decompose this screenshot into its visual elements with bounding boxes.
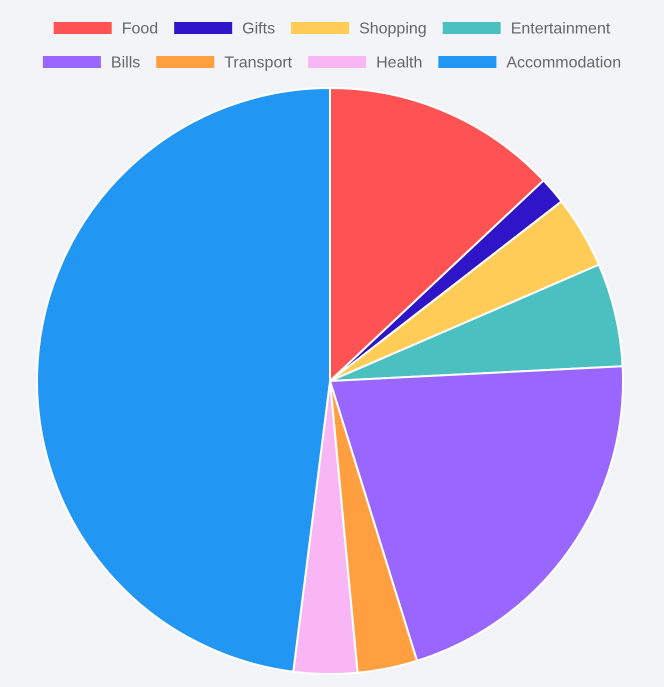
pie-slices	[36, 87, 624, 675]
legend-swatch-health[interactable]	[308, 56, 367, 68]
pie-slice-bills[interactable]	[329, 365, 624, 662]
legend-swatch-transport[interactable]	[156, 56, 215, 68]
legend-swatch-food[interactable]	[53, 22, 112, 34]
legend-swatch-gifts[interactable]	[174, 22, 233, 34]
legend-label-food[interactable]: Food	[122, 21, 158, 38]
legend-label-health[interactable]: Health	[376, 55, 422, 72]
chart-legend: Food Gifts Shopping Entertainment Bills Trans…	[42, 21, 621, 72]
legend-label-gifts[interactable]: Gifts	[242, 21, 275, 38]
legend-label-bills[interactable]: Bills	[111, 55, 140, 72]
pie-slice-accommodation[interactable]	[36, 87, 331, 673]
legend-label-accommodation[interactable]: Accommodation	[506, 55, 621, 72]
pie-slice-food[interactable]	[329, 87, 545, 382]
legend-label-transport[interactable]: Transport	[224, 55, 292, 72]
legend-swatch-accommodation[interactable]	[438, 56, 497, 68]
legend-swatch-bills[interactable]	[42, 56, 101, 68]
legend-label-entertainment[interactable]: Entertainment	[511, 21, 611, 38]
legend-swatch-entertainment[interactable]	[442, 22, 501, 34]
legend-swatch-shopping[interactable]	[291, 22, 350, 34]
legend-label-shopping[interactable]: Shopping	[359, 21, 427, 38]
